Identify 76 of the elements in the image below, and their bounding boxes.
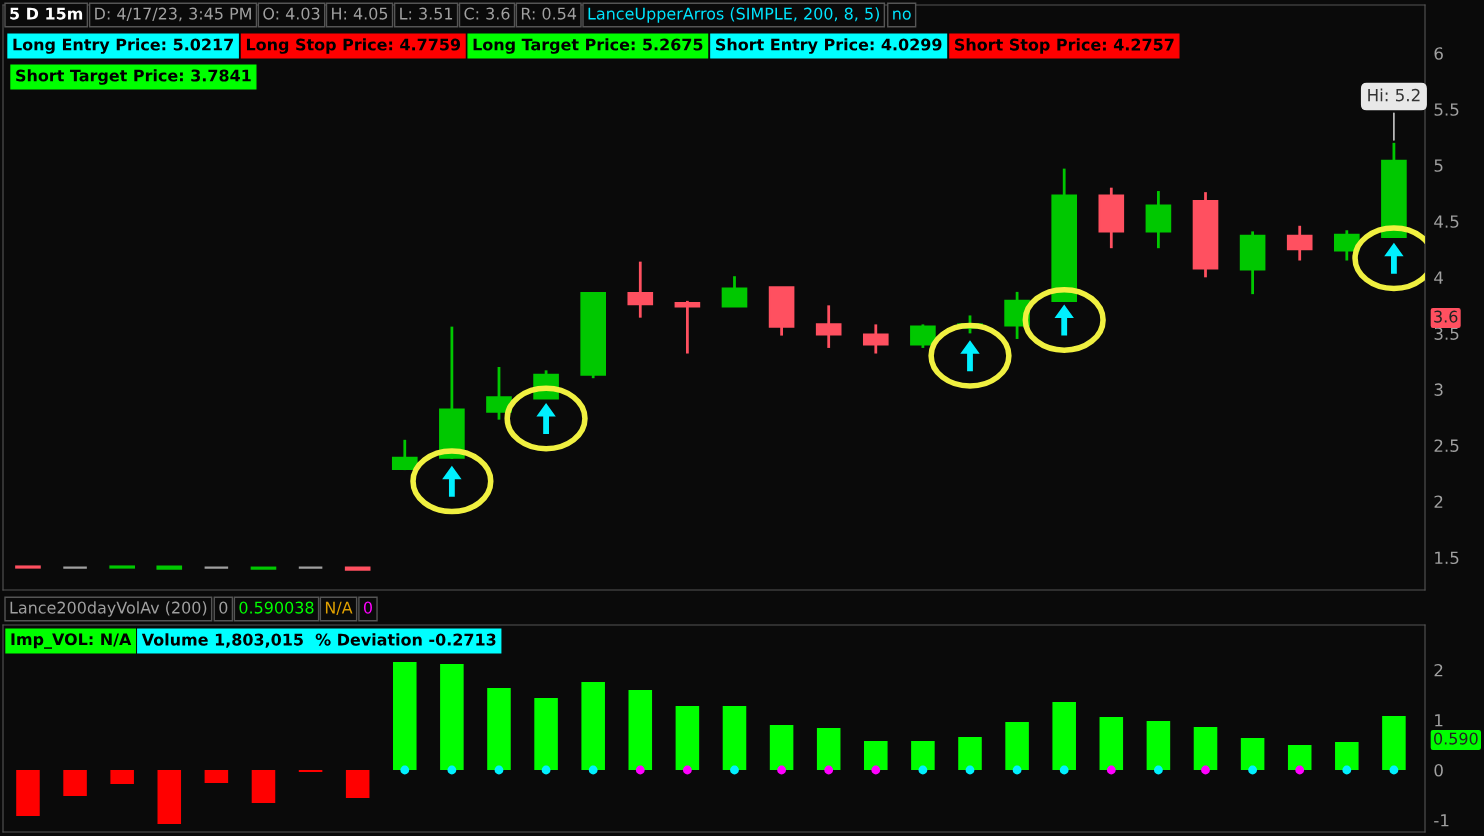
bar: [769, 725, 794, 770]
chart-title: 5 D 15m: [10, 7, 83, 20]
y-tick-label: 2: [1434, 495, 1443, 508]
text: N/A: [325, 601, 353, 615]
candlestick: [721, 274, 748, 308]
y-tick-label: 1: [1435, 714, 1443, 727]
y-tick-label: 6: [1434, 47, 1443, 60]
y-tick-label: 4.5: [1434, 215, 1459, 228]
annotation: C: 3.6: [464, 7, 510, 20]
annotation: D: 4/17/23, 3:45 PM: [95, 7, 251, 22]
y-tick-label: 4: [1434, 271, 1443, 284]
y-tick-label: 5.5: [1434, 103, 1459, 116]
bar: [1287, 745, 1312, 770]
y-tick-label: -1: [1434, 814, 1449, 827]
annotation: Long Target Price: 5.2675: [473, 38, 703, 54]
annotation: no: [893, 10, 911, 20]
bar: [1052, 702, 1076, 770]
bar: [1193, 727, 1218, 770]
bar: [251, 770, 276, 803]
candlestick: [674, 299, 701, 355]
bar: [110, 770, 134, 784]
candlestick: [815, 303, 842, 350]
annotation: Long Entry Price: 5.0217: [13, 38, 233, 54]
candlestick: [1286, 224, 1313, 262]
bar: [440, 664, 464, 770]
bar: [816, 728, 841, 770]
y-tick-label: 5: [1434, 159, 1443, 172]
bar: [911, 741, 935, 770]
bar: [1146, 721, 1171, 770]
annotation: LanceUpperArros (SIMPLE, 200, 8, 5): [588, 7, 879, 23]
annotation: O: 4.03: [263, 7, 320, 20]
annotation: Long Stop Price: 4.7759: [246, 38, 461, 54]
candlestick: [627, 260, 654, 320]
annotation: Short Stop Price: 4.2757: [955, 38, 1174, 54]
y-tick-label: 0: [1434, 763, 1443, 777]
bar: [345, 770, 370, 798]
bar: [1382, 716, 1406, 770]
bar: [1240, 738, 1265, 770]
text: 0.590: [1434, 732, 1478, 745]
bar: [628, 690, 653, 770]
y-tick-label: 3: [1434, 383, 1443, 396]
annotation: Hi: 5.2: [1368, 88, 1420, 102]
annotation: R: 0.54: [521, 7, 577, 20]
candlestick: [486, 365, 512, 422]
bar: [63, 770, 87, 796]
text: 0: [363, 601, 372, 614]
bar: [675, 706, 700, 770]
bar: [487, 688, 511, 770]
text: 0.590038: [239, 601, 314, 614]
bar: [534, 698, 558, 770]
bar: [581, 682, 605, 770]
bar: [722, 706, 747, 770]
bar: [204, 770, 229, 783]
bar: [958, 737, 982, 770]
annotation: Short Target Price: 3.7841: [16, 69, 251, 85]
bar: [864, 741, 888, 770]
candlestick: [862, 323, 889, 355]
annotation: Imp_VOL: N/A: [11, 633, 132, 649]
annotation: Short Entry Price: 4.0299: [716, 38, 942, 54]
text: 3.6: [1434, 310, 1458, 323]
bar: [1005, 722, 1029, 770]
bar: [16, 770, 40, 816]
bar: [157, 770, 182, 824]
annotation: L: 3.51: [400, 7, 453, 20]
bar: [1335, 742, 1359, 770]
text: 0: [219, 601, 228, 614]
chart-title: Lance200dayVolAv (200): [10, 601, 207, 617]
bar: [1099, 717, 1124, 770]
y-tick-label: 1.5: [1435, 551, 1459, 565]
y-tick-label: 2: [1434, 663, 1443, 677]
annotation: H: 4.05: [332, 7, 388, 20]
y-tick-label: 2.5: [1434, 439, 1459, 452]
bar: [393, 662, 417, 770]
candlestick: [910, 323, 936, 350]
annotation: Volume 1,803,015 % Deviation -0.2713: [141, 633, 496, 648]
candlestick: [391, 438, 418, 472]
